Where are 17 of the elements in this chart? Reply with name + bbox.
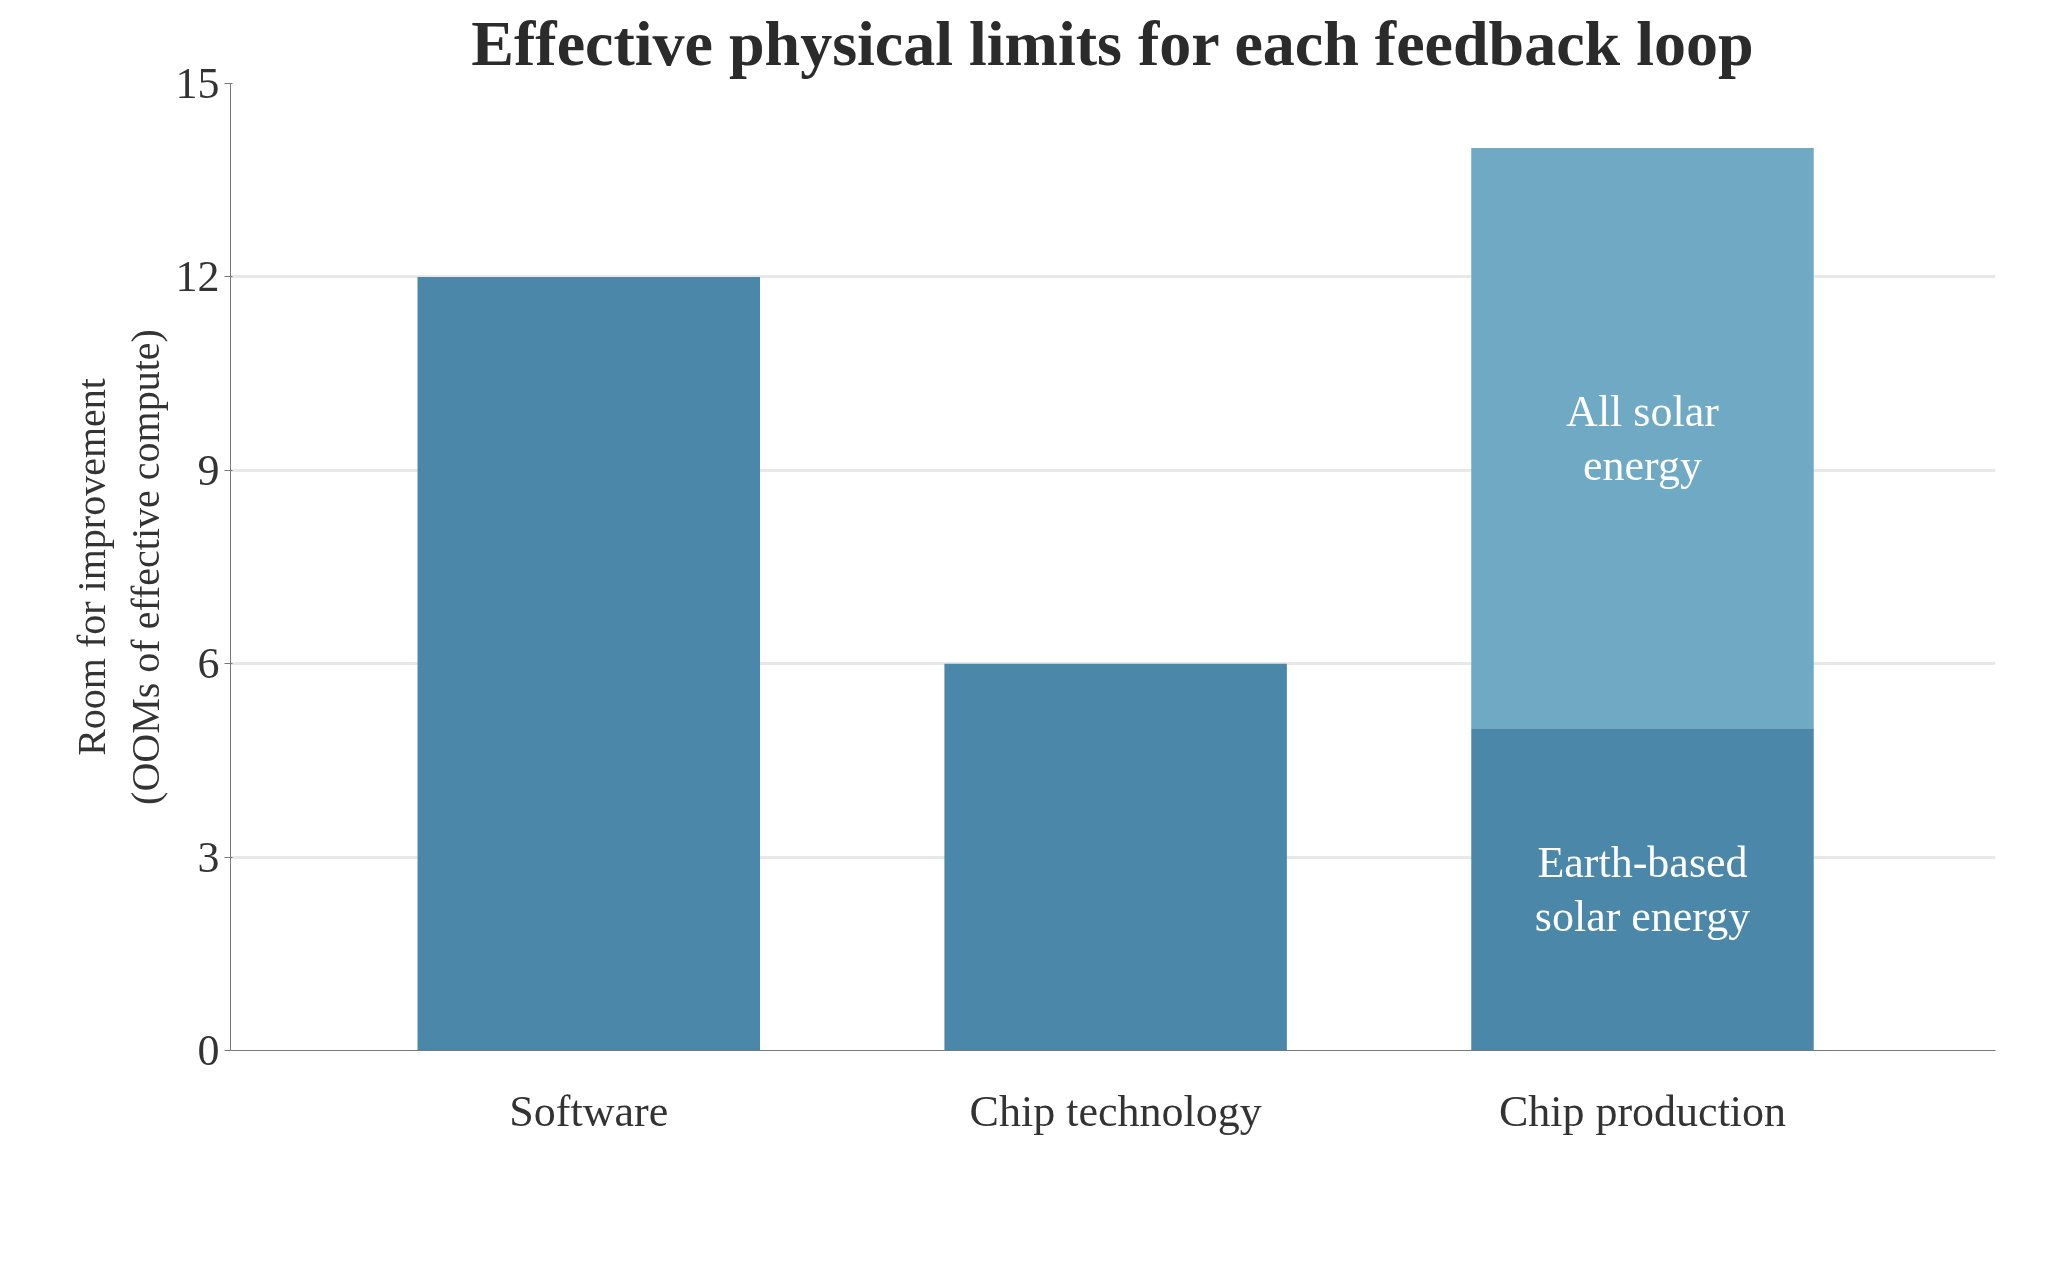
y-tick-label: 9 — [197, 445, 220, 495]
y-tick-label: 6 — [197, 639, 220, 689]
bar — [1471, 728, 1814, 1051]
series-label: Earth-based solar energy — [1534, 837, 1751, 941]
bar — [417, 276, 760, 1051]
bar — [944, 663, 1287, 1051]
chart-title: Effective physical limits for each feedback loop — [471, 7, 1754, 79]
x-tick-label: Software — [509, 1086, 669, 1136]
y-tick-label: 12 — [175, 252, 220, 302]
x-tick-label: Chip production — [1498, 1086, 1787, 1136]
y-tick-label: 15 — [175, 59, 220, 108]
series-label: All solar energy — [1566, 386, 1720, 490]
y-axis-title: Room for improvement (OOMs of effective compute) — [68, 329, 168, 805]
x-tick-label: Chip technology — [969, 1086, 1262, 1136]
bar — [1471, 147, 1814, 729]
y-tick-label: 3 — [197, 832, 220, 882]
y-tick-label: 0 — [197, 1026, 220, 1075]
